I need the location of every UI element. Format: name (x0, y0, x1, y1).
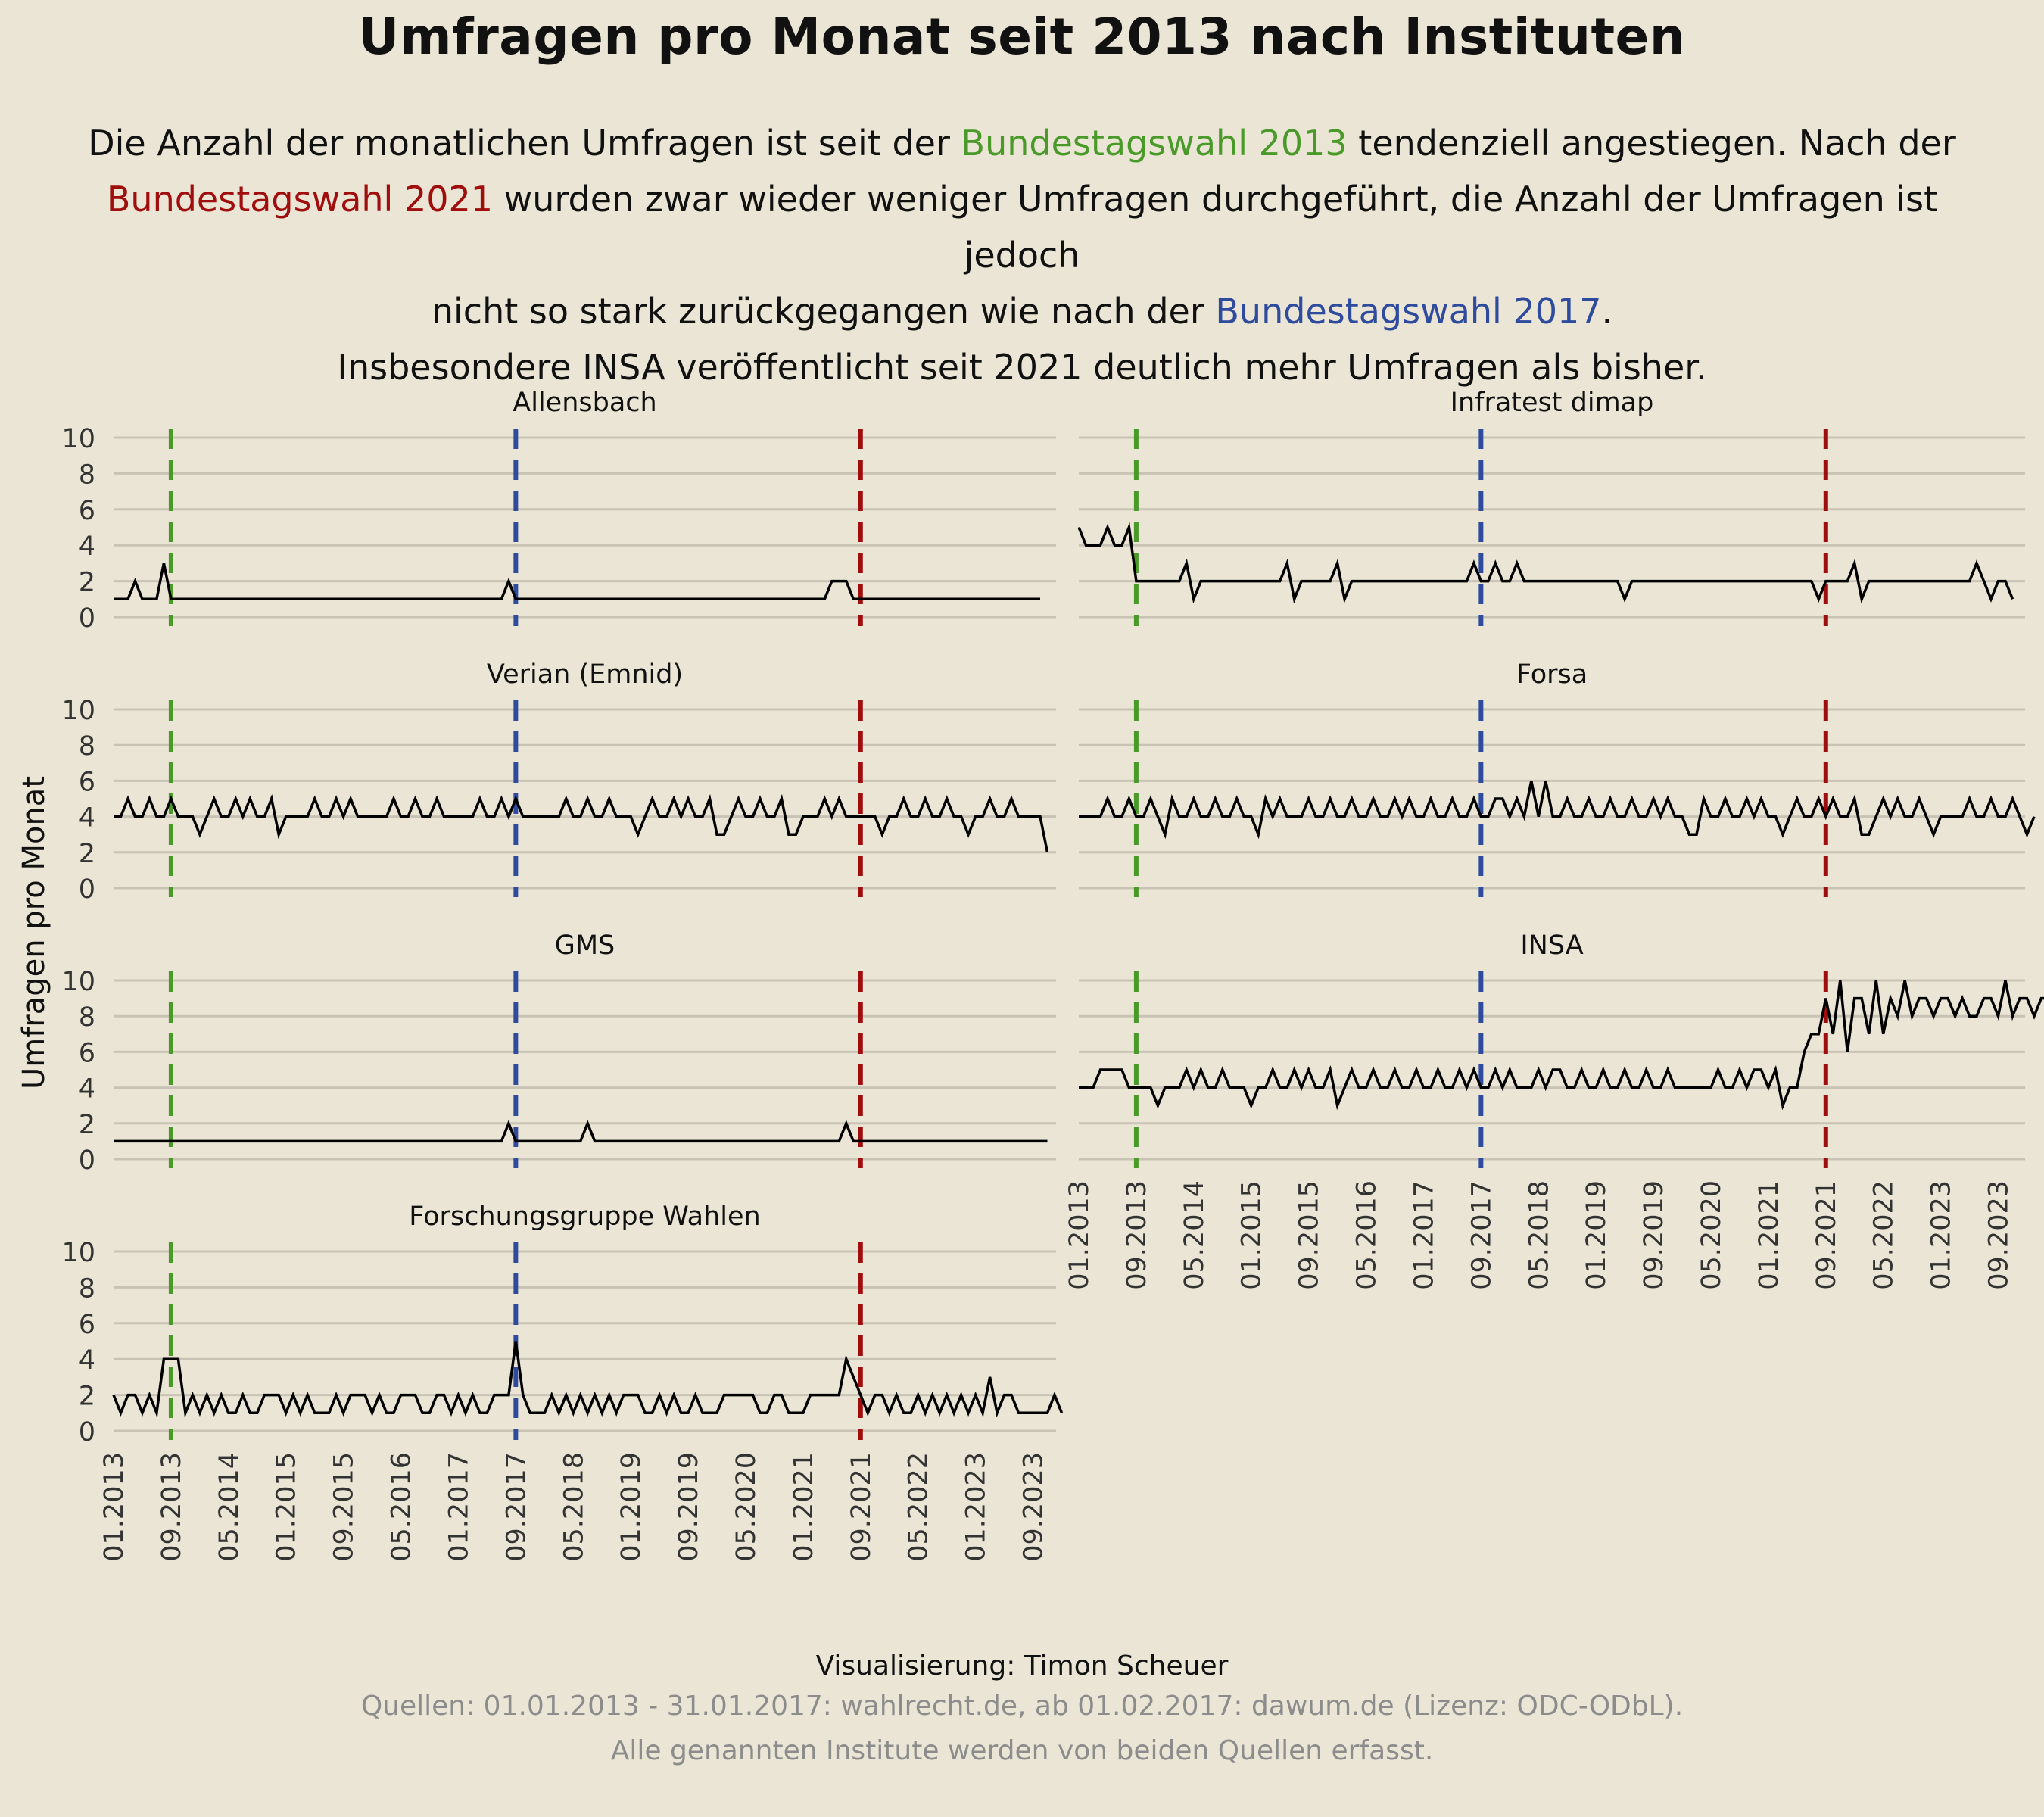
x-tick-label: 05.2014 (1179, 1180, 1210, 1290)
subtitle-text: wurden zwar wieder weniger Umfragen durc… (493, 179, 1938, 276)
chart-title: Umfragen pro Monat seit 2013 nach Instit… (358, 8, 1686, 66)
y-tick-label: 10 (61, 696, 95, 726)
x-tick-label: 05.2020 (1697, 1180, 1727, 1290)
x-tick-label: 05.2016 (387, 1452, 417, 1562)
panel-title: Verian (Emnid) (487, 659, 683, 690)
panel-title: Forsa (1516, 659, 1588, 690)
x-tick-label: 09.2013 (157, 1452, 187, 1562)
series-line (114, 793, 1049, 853)
subtitle-highlight-2017: Bundestagswahl 2017 (1215, 291, 1602, 332)
x-tick-label: 05.2020 (731, 1452, 762, 1562)
chart-subtitle: Die Anzahl der monatlichen Umfragen ist … (45, 115, 1999, 395)
y-tick-label: 6 (79, 1038, 95, 1068)
y-tick-label: 0 (79, 603, 95, 634)
y-tick-label: 2 (79, 568, 95, 598)
y-tick-label: 4 (79, 803, 95, 834)
panel-title: Forschungsgruppe Wahlen (409, 1201, 761, 1232)
x-tick-label: 05.2018 (1524, 1180, 1554, 1290)
small-multiples-chart: Umfragen pro Monat 0 2 4 6 8 10 Allensbach Infra… (17, 388, 2044, 1562)
y-tick-label: 0 (79, 1417, 95, 1448)
x-tick-label: 01.2021 (1754, 1180, 1784, 1290)
x-tick-label: 01.2015 (1237, 1180, 1267, 1290)
x-tick-label: 09.2023 (1019, 1452, 1049, 1562)
footer-source-note: Alle genannten Institute werden von beid… (610, 1735, 1434, 1766)
x-tick-label: 01.2023 (1927, 1180, 1957, 1290)
x-tick-label: 09.2019 (674, 1452, 704, 1562)
panel-title: INSA (1520, 930, 1583, 961)
x-tick-label: 09.2019 (1639, 1180, 1669, 1290)
x-tick-label: 09.2021 (846, 1452, 877, 1562)
y-tick-label: 2 (79, 1382, 95, 1412)
series-line (1077, 522, 2014, 604)
y-tick-label: 6 (79, 1310, 95, 1340)
footer-source: Quellen: 01.01.2013 - 31.01.2017: wahlre… (360, 1691, 1684, 1722)
x-tick-label: 01.2019 (616, 1452, 647, 1562)
y-tick-label: 10 (61, 1238, 95, 1268)
x-tick-label: 05.2016 (1352, 1180, 1382, 1290)
y-tick-label: 0 (79, 1145, 95, 1176)
x-tick-label: 01.2021 (789, 1452, 819, 1562)
panel-title: Infratest dimap (1450, 388, 1654, 418)
subtitle-highlight-2021: Bundestagswahl 2021 (106, 179, 494, 220)
y-tick-label: 8 (79, 460, 95, 490)
panel-title: GMS (555, 930, 615, 961)
y-tick-label: 4 (79, 531, 95, 562)
footer-credit: Visualisierung: Timon Scheuer (815, 1650, 1229, 1681)
subtitle-text: nicht so stark zurückgegangen wie nach d… (431, 291, 1216, 332)
y-tick-label: 2 (79, 1110, 95, 1140)
x-tick-label: 01.2017 (444, 1452, 474, 1562)
x-tick-label: 01.2013 (99, 1452, 129, 1562)
y-tick-label: 10 (61, 967, 95, 997)
y-tick-label: 6 (79, 496, 95, 526)
x-tick-label: 09.2015 (329, 1452, 360, 1562)
y-tick-label: 8 (79, 1002, 95, 1033)
subtitle-line-3: nicht so stark zurückgegangen wie nach d… (45, 283, 1999, 339)
x-tick-label: 05.2022 (904, 1452, 934, 1562)
x-tick-label: 09.2017 (501, 1452, 531, 1562)
x-tick-label: 05.2014 (214, 1452, 245, 1562)
x-tick-label: 09.2013 (1122, 1180, 1152, 1290)
x-tick-label: 01.2023 (961, 1452, 992, 1562)
series-line (1079, 781, 2036, 840)
x-tick-label: 01.2017 (1409, 1180, 1439, 1290)
subtitle-text: tendenziell angestiegen. Nach der (1347, 123, 1956, 164)
subtitle-line-2: Bundestagswahl 2021 wurden zwar wieder w… (45, 171, 1999, 283)
subtitle-line-1: Die Anzahl der monatlichen Umfragen ist … (45, 115, 1999, 171)
series-line (114, 1120, 1048, 1143)
x-tick-label: 09.2015 (1295, 1180, 1325, 1290)
x-tick-label: 05.2018 (559, 1452, 589, 1562)
x-tick-label: 09.2021 (1812, 1180, 1842, 1290)
y-tick-label: 6 (79, 767, 95, 797)
y-tick-label: 10 (61, 424, 95, 454)
subtitle-text: . (1601, 291, 1613, 332)
x-tick-label: 09.2017 (1466, 1180, 1497, 1290)
series-line (1079, 980, 2044, 1111)
panel-title: Allensbach (513, 388, 656, 418)
x-tick-label: 01.2015 (272, 1452, 302, 1562)
subtitle-text: Die Anzahl der monatlichen Umfragen ist … (88, 123, 961, 164)
x-tick-label: 01.2013 (1064, 1180, 1095, 1290)
subtitle-line-4: Insbesondere INSA veröffentlicht seit 20… (337, 347, 1707, 388)
series-line (112, 1341, 1064, 1419)
x-tick-label: 09.2023 (1984, 1180, 2014, 1290)
y-tick-label: 8 (79, 731, 95, 762)
y-tick-label: 2 (79, 839, 95, 869)
subtitle-highlight-2013: Bundestagswahl 2013 (961, 123, 1348, 164)
series-line (114, 563, 1040, 601)
y-tick-label: 0 (79, 874, 95, 905)
x-tick-label: 01.2019 (1581, 1180, 1612, 1290)
y-tick-label: 4 (79, 1345, 95, 1376)
y-tick-label: 8 (79, 1273, 95, 1304)
x-tick-label: 05.2022 (1869, 1180, 1899, 1290)
y-tick-label: 4 (79, 1074, 95, 1105)
y-axis-label: Umfragen pro Monat (17, 776, 51, 1089)
